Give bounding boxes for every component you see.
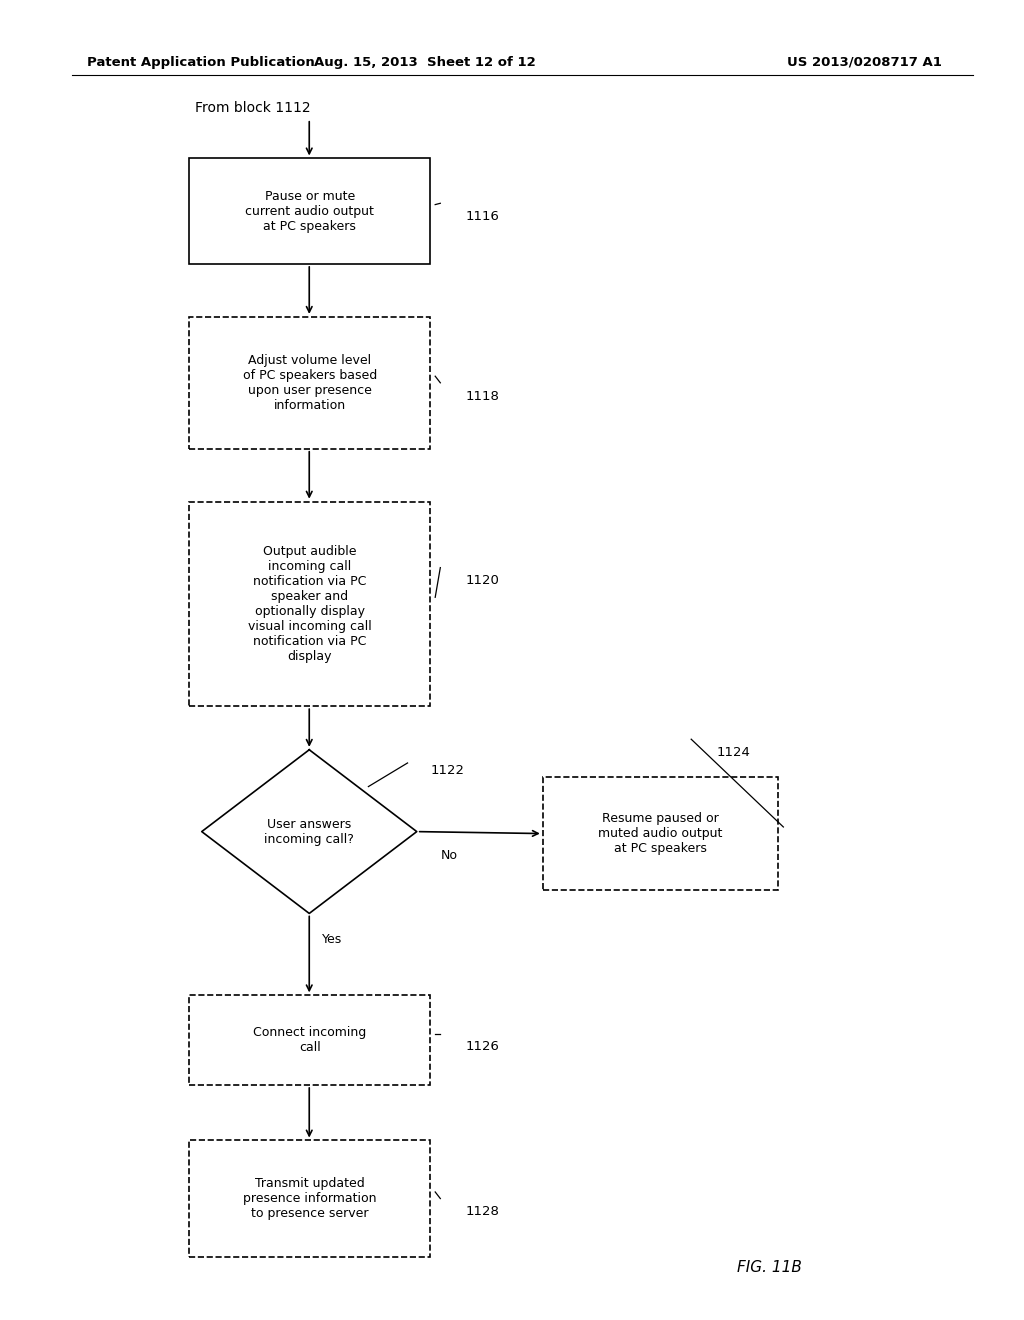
- FancyBboxPatch shape: [543, 777, 778, 890]
- Text: 1128: 1128: [466, 1205, 500, 1218]
- Text: Transmit updated
presence information
to presence server: Transmit updated presence information to…: [243, 1177, 377, 1220]
- FancyBboxPatch shape: [189, 317, 430, 449]
- Text: Aug. 15, 2013  Sheet 12 of 12: Aug. 15, 2013 Sheet 12 of 12: [314, 55, 536, 69]
- Text: 1118: 1118: [466, 389, 500, 403]
- Text: US 2013/0208717 A1: US 2013/0208717 A1: [787, 55, 942, 69]
- Text: Pause or mute
current audio output
at PC speakers: Pause or mute current audio output at PC…: [246, 190, 374, 232]
- Text: Yes: Yes: [322, 933, 342, 946]
- Text: Output audible
incoming call
notification via PC
speaker and
optionally display
: Output audible incoming call notificatio…: [248, 545, 372, 663]
- Text: Resume paused or
muted audio output
at PC speakers: Resume paused or muted audio output at P…: [598, 812, 723, 855]
- Text: 1116: 1116: [466, 210, 500, 223]
- FancyBboxPatch shape: [189, 995, 430, 1085]
- Text: 1124: 1124: [717, 746, 751, 759]
- Text: From block 1112: From block 1112: [195, 102, 310, 115]
- Text: Patent Application Publication: Patent Application Publication: [87, 55, 314, 69]
- FancyBboxPatch shape: [189, 158, 430, 264]
- Text: FIG. 11B: FIG. 11B: [737, 1259, 802, 1275]
- FancyBboxPatch shape: [189, 502, 430, 706]
- Text: 1120: 1120: [466, 574, 500, 587]
- Text: No: No: [440, 849, 458, 862]
- FancyBboxPatch shape: [189, 1140, 430, 1257]
- Text: 1122: 1122: [430, 764, 464, 777]
- Text: 1126: 1126: [466, 1040, 500, 1053]
- Text: Connect incoming
call: Connect incoming call: [253, 1026, 367, 1055]
- Text: User answers
incoming call?: User answers incoming call?: [264, 817, 354, 846]
- Text: Adjust volume level
of PC speakers based
upon user presence
information: Adjust volume level of PC speakers based…: [243, 354, 377, 412]
